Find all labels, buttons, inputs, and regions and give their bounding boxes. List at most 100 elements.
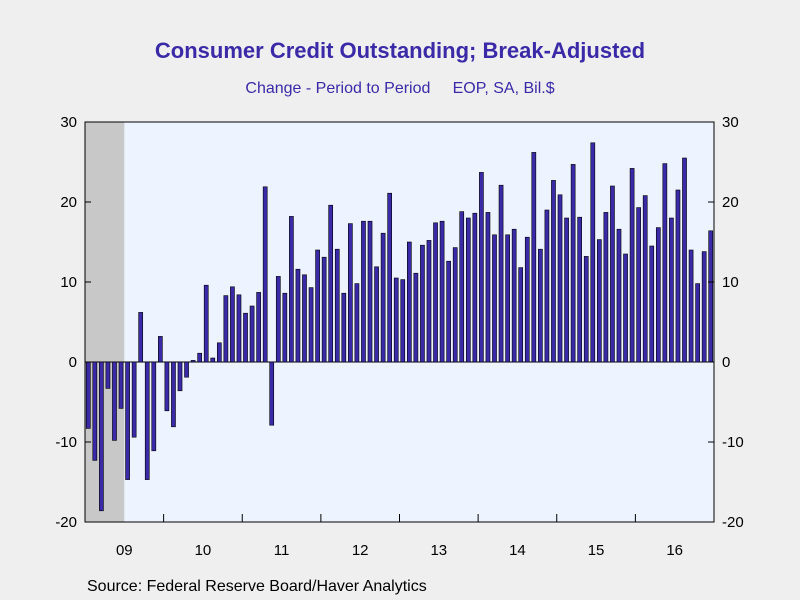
bar bbox=[105, 361, 111, 389]
bar bbox=[164, 361, 170, 412]
bar bbox=[649, 245, 655, 363]
bar bbox=[564, 217, 569, 363]
bar bbox=[203, 284, 209, 363]
bar bbox=[623, 253, 628, 363]
bar bbox=[505, 234, 510, 363]
bar bbox=[675, 189, 681, 363]
bar bbox=[688, 249, 694, 363]
chart-subtitle: Change - Period to Period EOP, SA, Bil.$ bbox=[245, 80, 555, 97]
bar bbox=[341, 292, 347, 363]
bar bbox=[99, 361, 104, 512]
bar bbox=[439, 220, 445, 363]
bar bbox=[590, 142, 596, 363]
x-axis-ticks: 09 10 11 12 13 14 15 16 bbox=[116, 514, 683, 559]
bar bbox=[289, 216, 294, 363]
bar bbox=[531, 152, 537, 363]
bar bbox=[393, 277, 399, 363]
bar bbox=[551, 180, 556, 363]
bar bbox=[262, 186, 268, 363]
bar bbox=[171, 361, 176, 428]
bar bbox=[361, 220, 366, 363]
plot-background bbox=[85, 122, 714, 522]
x-tick-label: 09 bbox=[116, 542, 133, 559]
bar bbox=[354, 283, 360, 363]
bar bbox=[597, 239, 602, 363]
bar bbox=[616, 228, 622, 363]
bar bbox=[249, 305, 255, 363]
bar bbox=[315, 249, 320, 363]
bar bbox=[223, 295, 229, 363]
bar bbox=[177, 361, 183, 392]
y-tick-label-right: 10 bbox=[722, 274, 739, 291]
bar bbox=[413, 272, 419, 363]
bar bbox=[459, 211, 465, 363]
bar bbox=[216, 342, 222, 363]
bar bbox=[629, 168, 635, 363]
bar bbox=[452, 247, 458, 363]
x-tick-label: 15 bbox=[588, 542, 605, 559]
y-axis-ticks: 30 30 20 20 10 10 0 0 -10 -10 -20 -20 bbox=[55, 114, 743, 531]
bar bbox=[236, 294, 242, 363]
bar bbox=[492, 234, 497, 363]
bar bbox=[295, 268, 301, 363]
bar bbox=[708, 230, 714, 363]
bar bbox=[348, 223, 353, 363]
bar bbox=[321, 256, 327, 363]
bar bbox=[328, 204, 334, 363]
bar bbox=[603, 212, 609, 363]
bar bbox=[465, 217, 471, 363]
y-tick-label-right: 0 bbox=[722, 354, 730, 371]
bar bbox=[636, 207, 641, 363]
bar bbox=[190, 360, 196, 363]
bar bbox=[302, 274, 307, 363]
bar bbox=[92, 361, 98, 461]
bar bbox=[387, 192, 393, 363]
bar bbox=[642, 195, 648, 363]
bar bbox=[577, 216, 583, 363]
y-tick-label-left: -20 bbox=[55, 514, 77, 531]
x-tick-label: 13 bbox=[430, 542, 447, 559]
bar bbox=[426, 240, 432, 363]
y-tick-label-right: -20 bbox=[722, 514, 744, 531]
bar bbox=[210, 357, 216, 363]
bar bbox=[118, 361, 124, 409]
bar bbox=[138, 312, 144, 363]
bar bbox=[583, 256, 589, 363]
bars bbox=[85, 142, 714, 512]
y-tick-label-left: 20 bbox=[60, 194, 77, 211]
bar bbox=[282, 292, 288, 363]
bar bbox=[269, 361, 275, 426]
y-tick-label-left: 10 bbox=[60, 274, 77, 291]
y-tick-label-right: 20 bbox=[722, 194, 739, 211]
bar bbox=[669, 217, 674, 363]
bar bbox=[144, 361, 150, 480]
bar bbox=[400, 279, 406, 363]
bar bbox=[85, 361, 91, 429]
y-tick-label-left: -10 bbox=[55, 434, 77, 451]
bar bbox=[112, 361, 117, 441]
bar bbox=[256, 292, 261, 363]
bar bbox=[701, 251, 707, 363]
bar bbox=[308, 287, 314, 363]
x-tick-label: 10 bbox=[195, 542, 212, 559]
bar bbox=[538, 248, 543, 363]
bar bbox=[420, 244, 425, 363]
bar bbox=[524, 236, 530, 363]
bar bbox=[275, 276, 281, 363]
bar bbox=[479, 172, 484, 363]
bar bbox=[518, 267, 524, 363]
bar bbox=[151, 361, 157, 452]
bar bbox=[695, 283, 700, 363]
y-tick-label-right: 30 bbox=[722, 114, 739, 131]
bar bbox=[406, 241, 412, 363]
x-tick-label: 16 bbox=[666, 542, 683, 559]
bar bbox=[131, 361, 137, 438]
bar bbox=[511, 228, 517, 363]
x-tick-label: 12 bbox=[352, 542, 369, 559]
bar bbox=[570, 164, 576, 363]
bar bbox=[498, 184, 504, 363]
bar bbox=[472, 212, 478, 363]
bar bbox=[557, 194, 563, 363]
chart-title: Consumer Credit Outstanding; Break-Adjus… bbox=[154, 38, 646, 63]
bar bbox=[682, 157, 687, 363]
